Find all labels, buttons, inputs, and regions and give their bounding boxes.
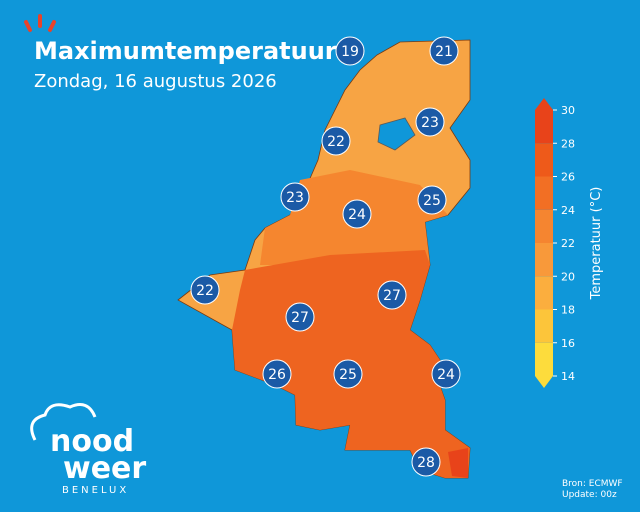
city-temperature: 27 <box>291 310 309 326</box>
colorbar-top-arrow <box>535 98 553 110</box>
logo-line2: weer <box>63 451 146 486</box>
colorbar-tick-label: 14 <box>561 370 575 383</box>
city-marker <box>262 359 292 389</box>
colorbar-tick-label: 18 <box>561 304 575 317</box>
city-marker <box>415 107 445 137</box>
logo: nood weer BENELUX <box>30 403 146 496</box>
title: Maximumtemperatuur <box>34 37 337 65</box>
colorbar-band <box>535 342 553 376</box>
sun-icon <box>24 14 56 32</box>
logo-cloud <box>30 403 97 441</box>
city-temperature: 22 <box>327 134 345 150</box>
city-temperature: 25 <box>339 367 357 383</box>
city-marker <box>280 182 310 212</box>
city-marker <box>417 185 447 215</box>
colorbar-band <box>535 143 553 177</box>
city-marker <box>411 447 441 477</box>
city-temperature: 28 <box>417 455 435 471</box>
colorbar-band <box>535 309 553 343</box>
city-temperature: 25 <box>423 193 441 209</box>
colorbar-tick-label: 30 <box>561 104 575 117</box>
city-temperature: 19 <box>341 44 359 60</box>
update: Update: 00z <box>562 490 617 500</box>
city-temperature: 24 <box>348 207 366 223</box>
city-marker <box>431 359 461 389</box>
city-marker <box>377 280 407 310</box>
city-marker <box>429 36 459 66</box>
logo-region: BENELUX <box>62 485 129 496</box>
colorbar-tick-label: 22 <box>561 237 575 250</box>
colorbar-tick-label: 16 <box>561 337 575 350</box>
city-temperature: 26 <box>268 367 286 383</box>
subtitle: Zondag, 16 augustus 2026 <box>34 71 277 92</box>
colorbar-tick-label: 24 <box>561 204 575 217</box>
colorbar-tick-label: 20 <box>561 270 575 283</box>
city-temperature: 23 <box>421 115 439 131</box>
colorbar-bottom-arrow <box>535 376 553 388</box>
city-marker <box>285 302 315 332</box>
city-temperature: 27 <box>383 288 401 304</box>
logo-line1: nood <box>50 424 134 459</box>
colorbar-label: Temperatuur (°C) <box>589 187 604 301</box>
colorbar-band <box>535 243 553 277</box>
city-marker <box>342 199 372 229</box>
city-temperature: 23 <box>286 190 304 206</box>
city-temperature: 24 <box>437 367 455 383</box>
colorbar-tick-label: 28 <box>561 137 575 150</box>
source: Bron: ECMWF <box>562 479 623 489</box>
colorbar-tick-label: 26 <box>561 171 575 184</box>
city-temperature: 21 <box>435 44 453 60</box>
city-marker <box>335 36 365 66</box>
colorbar-band <box>535 209 553 243</box>
city-temperature: 22 <box>196 283 214 299</box>
city-marker <box>333 359 363 389</box>
colorbar-band <box>535 276 553 310</box>
colorbar-band <box>535 110 553 144</box>
city-marker <box>321 126 351 156</box>
colorbar-band <box>535 176 553 210</box>
city-marker <box>190 275 220 305</box>
